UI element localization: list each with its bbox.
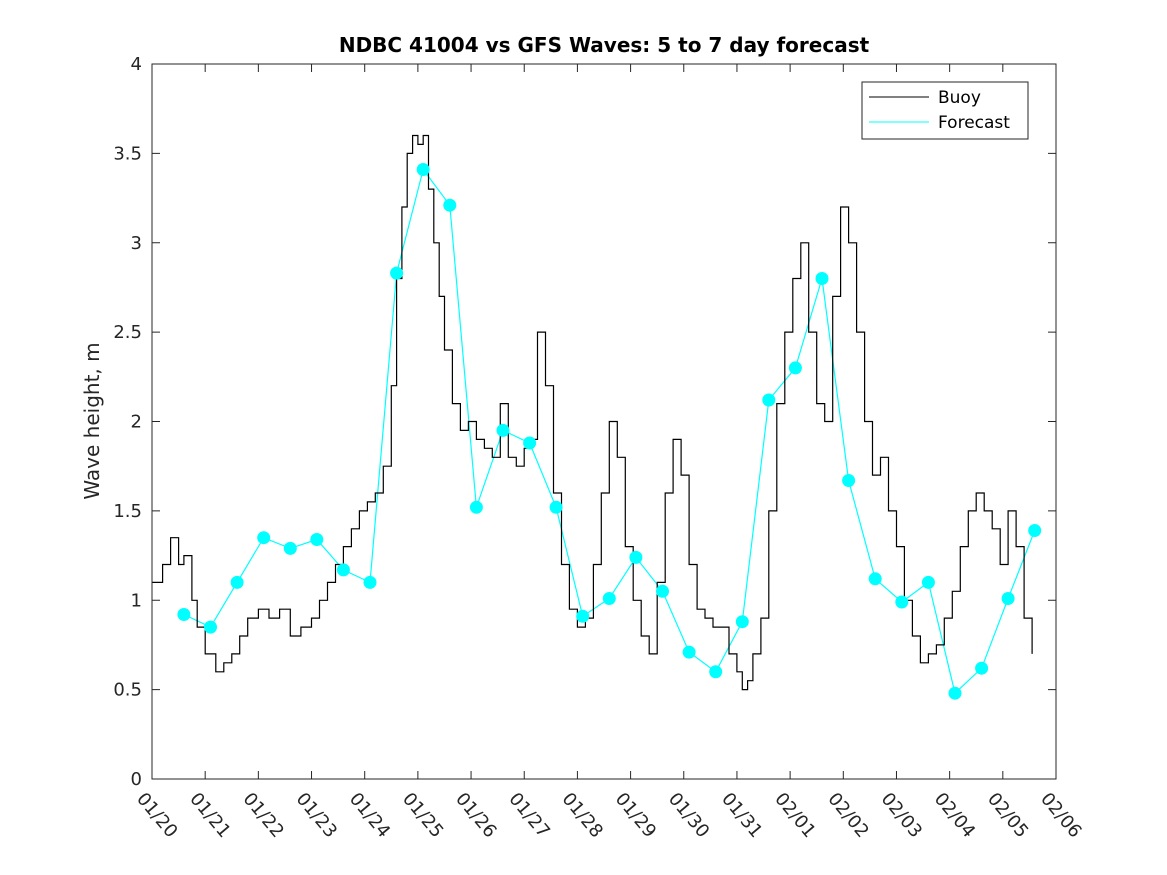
forecast-point (735, 615, 749, 629)
forecast-point (788, 361, 802, 375)
forecast-point (1001, 592, 1015, 605)
forecast-point (602, 592, 616, 605)
y-tick-label: 0.5 (113, 680, 142, 701)
forecast-point (815, 272, 829, 285)
y-tick-label: 3 (131, 233, 142, 254)
forecast-point (523, 436, 537, 450)
forecast-point (416, 163, 430, 176)
y-tick-label: 1 (131, 590, 142, 611)
forecast-point (629, 550, 643, 564)
y-tick-label: 3.5 (113, 143, 142, 164)
legend-buoy-label: Buoy (938, 88, 981, 108)
forecast-point (283, 541, 297, 555)
forecast-point (682, 645, 696, 659)
y-axis-label: Wave height, m (80, 342, 104, 499)
forecast-point (762, 393, 776, 407)
chart-title: NDBC 41004 vs GFS Waves: 5 to 7 day fore… (339, 33, 870, 57)
y-tick-label: 2 (131, 412, 142, 433)
forecast-point (363, 575, 377, 589)
forecast-point (443, 198, 457, 212)
forecast-point (975, 661, 989, 675)
forecast-point (842, 474, 856, 487)
forecast-point (709, 665, 723, 679)
forecast-point (469, 500, 483, 514)
forecast-point (257, 531, 271, 545)
y-tick-label: 2.5 (113, 322, 142, 343)
forecast-point (204, 620, 217, 634)
forecast-point (390, 266, 404, 280)
forecast-point (177, 608, 191, 621)
forecast-point (868, 572, 882, 586)
forecast-point (895, 595, 909, 609)
forecast-point (948, 686, 962, 700)
legend: Buoy Forecast (861, 81, 1029, 140)
forecast-point (576, 609, 590, 623)
forecast-point (1028, 524, 1042, 537)
legend-forecast-label: Forecast (938, 113, 1010, 133)
forecast-point (656, 584, 669, 598)
forecast-point (230, 575, 244, 589)
forecast-point (496, 423, 510, 437)
forecast-point (310, 533, 324, 546)
forecast-point (549, 500, 563, 514)
y-tick-label: 4 (131, 54, 142, 75)
forecast-point (336, 563, 350, 577)
y-tick-label: 0 (131, 769, 142, 790)
buoy-series (152, 134, 1033, 691)
buoy-line (152, 134, 1033, 691)
plot-area (152, 64, 1056, 779)
legend-box (861, 81, 1029, 140)
forecast-point (921, 575, 935, 589)
forecast-markers (177, 163, 1042, 700)
y-tick-label: 1.5 (113, 501, 142, 522)
